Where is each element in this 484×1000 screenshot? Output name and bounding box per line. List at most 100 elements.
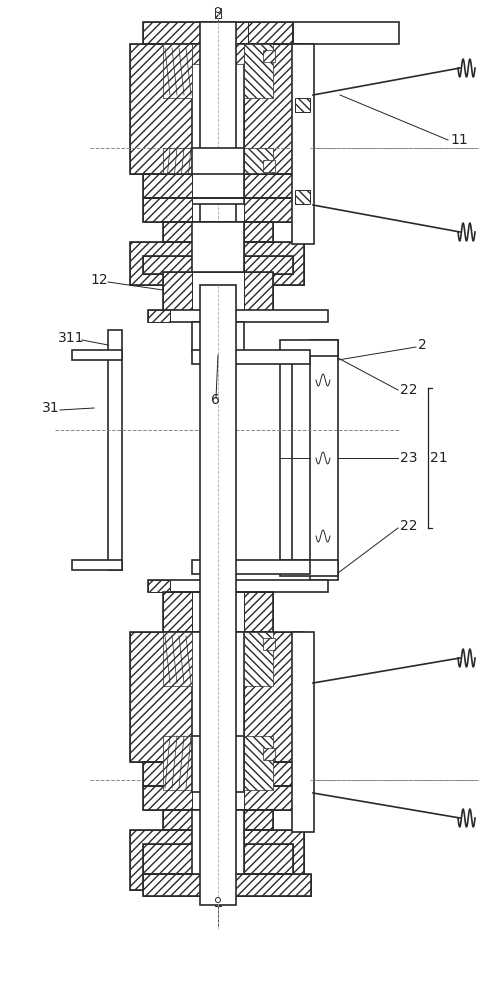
- Bar: [243, 830, 303, 890]
- Bar: [143, 874, 310, 896]
- Text: 11: 11: [449, 133, 467, 147]
- Bar: [163, 810, 272, 830]
- Bar: [279, 356, 291, 560]
- Bar: [72, 560, 122, 570]
- Bar: [192, 148, 243, 204]
- Bar: [291, 632, 313, 832]
- Bar: [294, 774, 309, 788]
- Bar: [205, 322, 230, 334]
- Bar: [294, 686, 309, 700]
- Bar: [163, 736, 192, 790]
- Text: 22: 22: [399, 519, 417, 533]
- Bar: [192, 592, 243, 632]
- Bar: [143, 198, 292, 222]
- Bar: [143, 174, 192, 198]
- Bar: [243, 592, 272, 632]
- Bar: [192, 810, 243, 890]
- Bar: [192, 44, 243, 64]
- Bar: [130, 632, 192, 762]
- Bar: [192, 322, 243, 352]
- Bar: [143, 844, 292, 874]
- Bar: [192, 632, 243, 762]
- Bar: [148, 580, 327, 592]
- Bar: [279, 340, 337, 356]
- Bar: [143, 762, 192, 786]
- Text: 31: 31: [42, 401, 60, 415]
- Bar: [243, 44, 303, 174]
- Bar: [143, 762, 292, 786]
- Bar: [143, 22, 292, 44]
- Text: 23: 23: [399, 451, 417, 465]
- Bar: [130, 44, 192, 174]
- Bar: [294, 190, 309, 204]
- Bar: [163, 592, 192, 632]
- Bar: [163, 222, 192, 242]
- Bar: [214, 896, 221, 906]
- Bar: [163, 810, 192, 830]
- Bar: [243, 762, 292, 786]
- Bar: [192, 736, 243, 792]
- Bar: [243, 272, 272, 312]
- Bar: [163, 592, 272, 632]
- Bar: [130, 44, 303, 174]
- Bar: [262, 50, 274, 62]
- Bar: [199, 22, 236, 287]
- Bar: [243, 256, 292, 274]
- Bar: [243, 844, 292, 874]
- Bar: [143, 256, 292, 274]
- Bar: [143, 786, 192, 810]
- Bar: [163, 272, 192, 312]
- Bar: [130, 830, 303, 890]
- Bar: [143, 786, 292, 810]
- Bar: [192, 350, 309, 364]
- Bar: [214, 8, 221, 18]
- Bar: [243, 786, 292, 810]
- Text: 21: 21: [429, 451, 447, 465]
- Bar: [143, 874, 310, 896]
- Bar: [309, 340, 337, 580]
- Bar: [205, 600, 230, 612]
- Bar: [243, 810, 272, 830]
- Bar: [294, 98, 309, 112]
- Circle shape: [215, 8, 220, 13]
- Bar: [143, 844, 192, 874]
- Bar: [148, 310, 170, 322]
- Bar: [243, 148, 272, 202]
- Text: 6: 6: [210, 393, 219, 407]
- Bar: [243, 632, 303, 762]
- Bar: [130, 242, 192, 285]
- Bar: [199, 285, 236, 905]
- Bar: [143, 256, 192, 274]
- Bar: [243, 198, 292, 222]
- Bar: [143, 22, 398, 44]
- Bar: [243, 174, 292, 198]
- Bar: [192, 272, 243, 312]
- Bar: [163, 222, 272, 242]
- Text: 22: 22: [399, 383, 417, 397]
- Text: 12: 12: [90, 273, 107, 287]
- Text: 2: 2: [417, 338, 426, 352]
- Bar: [192, 222, 243, 282]
- Bar: [262, 160, 274, 172]
- Bar: [243, 736, 272, 790]
- Bar: [247, 22, 291, 44]
- Bar: [262, 638, 274, 650]
- Bar: [143, 174, 292, 198]
- Bar: [148, 310, 327, 322]
- Bar: [130, 632, 303, 762]
- Bar: [130, 242, 303, 285]
- Bar: [291, 44, 313, 244]
- Bar: [143, 198, 192, 222]
- Bar: [163, 272, 272, 312]
- Bar: [262, 748, 274, 760]
- Bar: [130, 830, 192, 890]
- Bar: [243, 222, 272, 242]
- Circle shape: [215, 897, 220, 902]
- Bar: [279, 560, 337, 576]
- Bar: [243, 242, 303, 285]
- Bar: [163, 44, 192, 98]
- Bar: [192, 44, 243, 174]
- Bar: [72, 350, 122, 360]
- Text: 311: 311: [58, 331, 84, 345]
- Bar: [163, 148, 192, 202]
